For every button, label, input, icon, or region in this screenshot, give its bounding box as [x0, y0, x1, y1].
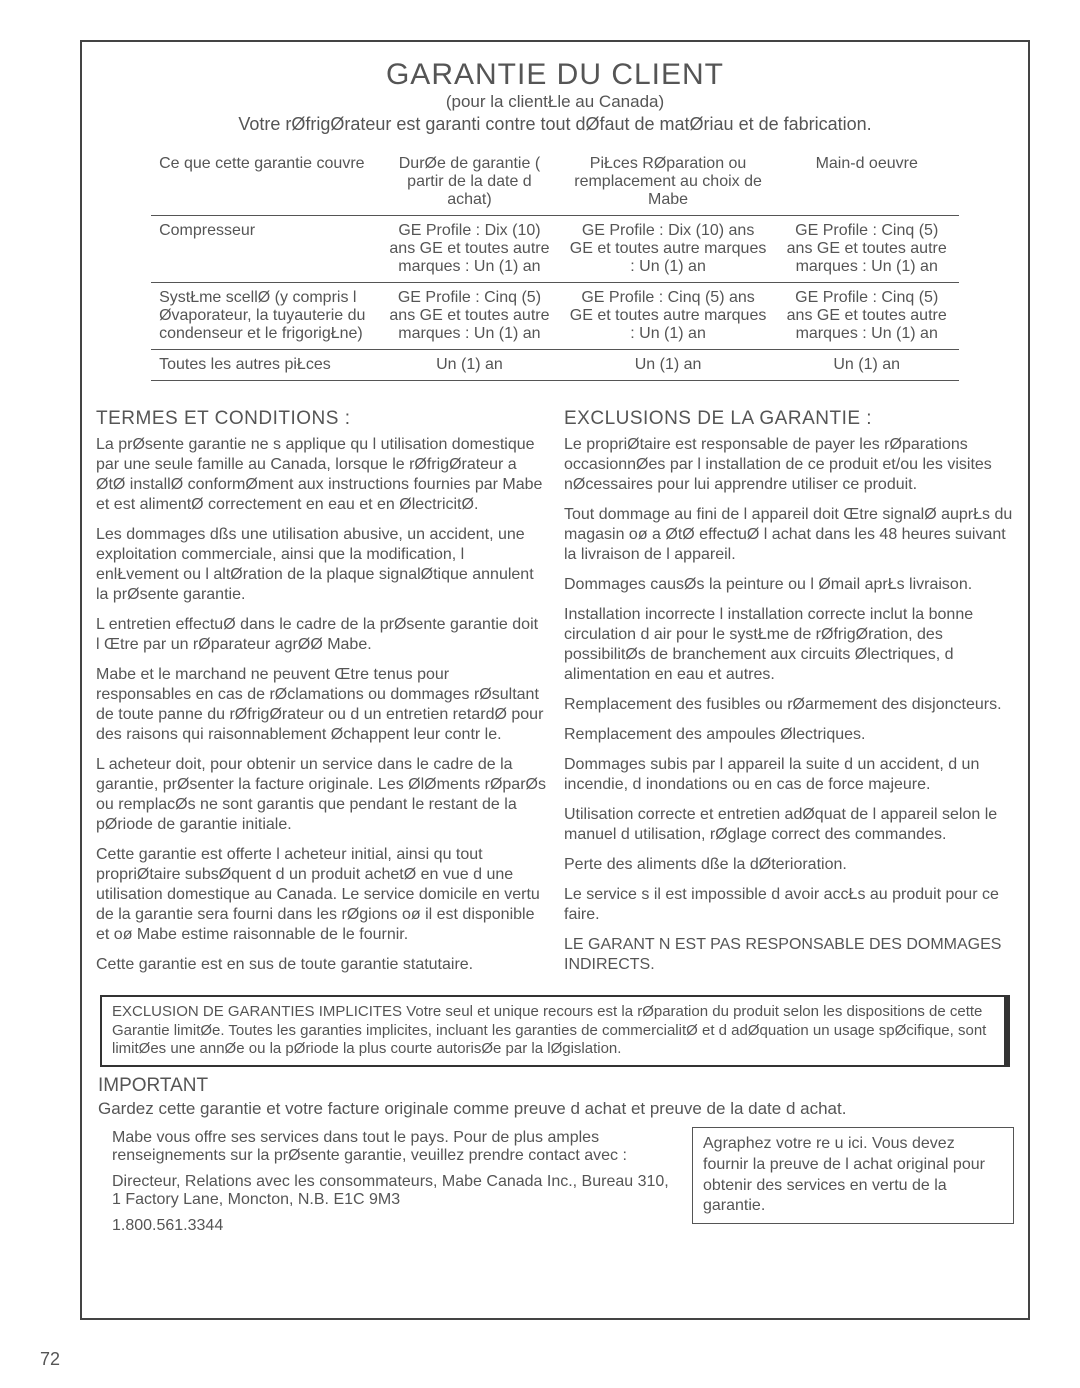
two-column-body: TERMES ET CONDITIONS : La prØsente garan…: [96, 401, 1014, 985]
cell: Un (1) an: [775, 350, 959, 381]
important-title: IMPORTANT: [98, 1075, 1014, 1097]
th-coverage: Ce que cette garantie couvre: [151, 149, 377, 216]
contact-row: Mabe vous offre ses services dans tout l…: [96, 1127, 1014, 1243]
th-parts: PiŁces RØparation ou remplacement au cho…: [562, 149, 775, 216]
implied-warranty-box: EXCLUSION DE GARANTIES IMPLICITES Votre …: [100, 995, 1010, 1067]
terms-p: Les dommages dßs une utilisation abusive…: [96, 525, 546, 605]
page: GARANTIE DU CLIENT (pour la clientŁle au…: [0, 0, 1080, 1388]
terms-p: Mabe et le marchand ne peuvent Œtre tenu…: [96, 665, 546, 745]
terms-p: L acheteur doit, pour obtenir un service…: [96, 755, 546, 835]
exclusions-p: Dommages causØs la peinture ou l Ømail a…: [564, 575, 1014, 595]
exclusions-p: Installation incorrecte l installation c…: [564, 605, 1014, 685]
cell: GE Profile : Cinq (5) ans GE et toutes a…: [775, 216, 959, 283]
important-line: Gardez cette garantie et votre facture o…: [98, 1099, 1014, 1119]
table-row: Toutes les autres piŁces Un (1) an Un (1…: [151, 350, 959, 381]
exclusions-column: EXCLUSIONS DE LA GARANTIE : Le propriØta…: [564, 401, 1014, 985]
table-row: Compresseur GE Profile : Dix (10) ans GE…: [151, 216, 959, 283]
exclusions-p: Tout dommage au fini de l appareil doit …: [564, 505, 1014, 565]
exclusions-p: Remplacement des fusibles ou rØarmement …: [564, 695, 1014, 715]
contact-phone: 1.800.561.3344: [112, 1217, 678, 1235]
terms-p: Cette garantie est en sus de toute garan…: [96, 955, 546, 975]
cell: Toutes les autres piŁces: [151, 350, 377, 381]
warranty-card: GARANTIE DU CLIENT (pour la clientŁle au…: [80, 40, 1030, 1320]
cell: GE Profile : Cinq (5) ans GE et toutes a…: [562, 283, 775, 350]
cell: SystŁme scellØ (y compris l Øvaporateur,…: [151, 283, 377, 350]
terms-column: TERMES ET CONDITIONS : La prØsente garan…: [96, 401, 546, 985]
th-duration: DurØe de garantie ( partir de la date d …: [377, 149, 561, 216]
table-header-row: Ce que cette garantie couvre DurØe de ga…: [151, 149, 959, 216]
terms-p: Cette garantie est offerte l acheteur in…: [96, 845, 546, 945]
exclusions-p: Le service s il est impossible d avoir a…: [564, 885, 1014, 925]
receipt-box: Agraphez votre re u ici. Vous devez four…: [692, 1127, 1014, 1224]
cell: GE Profile : Dix (10) ans GE et toutes a…: [562, 216, 775, 283]
contact-info: Mabe vous offre ses services dans tout l…: [96, 1127, 678, 1243]
intro-line: Votre rØfrigØrateur est garanti contre t…: [96, 114, 1014, 135]
exclusions-p: Perte des aliments dße la dØterioration.: [564, 855, 1014, 875]
cell: Compresseur: [151, 216, 377, 283]
exclusions-p: Dommages subis par l appareil la suite d…: [564, 755, 1014, 795]
terms-title: TERMES ET CONDITIONS :: [96, 407, 546, 431]
page-number: 72: [40, 1349, 60, 1370]
cell: GE Profile : Cinq (5) ans GE et toutes a…: [775, 283, 959, 350]
subtitle: (pour la clientŁle au Canada): [96, 92, 1014, 112]
th-labour: Main-d oeuvre: [775, 149, 959, 216]
terms-p: La prØsente garantie ne s applique qu l …: [96, 435, 546, 515]
table-row: SystŁme scellØ (y compris l Øvaporateur,…: [151, 283, 959, 350]
exclusions-p: Utilisation correcte et entretien adØqua…: [564, 805, 1014, 845]
warranty-table: Ce que cette garantie couvre DurØe de ga…: [151, 149, 959, 381]
title: GARANTIE DU CLIENT: [96, 58, 1014, 92]
cell: GE Profile : Cinq (5) ans GE et toutes a…: [377, 283, 561, 350]
cell: Un (1) an: [377, 350, 561, 381]
terms-p: L entretien effectuØ dans le cadre de la…: [96, 615, 546, 655]
exclusions-title: EXCLUSIONS DE LA GARANTIE :: [564, 407, 1014, 431]
cell: GE Profile : Dix (10) ans GE et toutes a…: [377, 216, 561, 283]
exclusions-p: Le propriØtaire est responsable de payer…: [564, 435, 1014, 495]
cell: Un (1) an: [562, 350, 775, 381]
exclusions-indirect: LE GARANT N EST PAS RESPONSABLE DES DOMM…: [564, 935, 1014, 975]
contact-address: Directeur, Relations avec les consommate…: [112, 1173, 678, 1209]
exclusions-p: Remplacement des ampoules Ølectriques.: [564, 725, 1014, 745]
contact-p: Mabe vous offre ses services dans tout l…: [112, 1129, 678, 1165]
